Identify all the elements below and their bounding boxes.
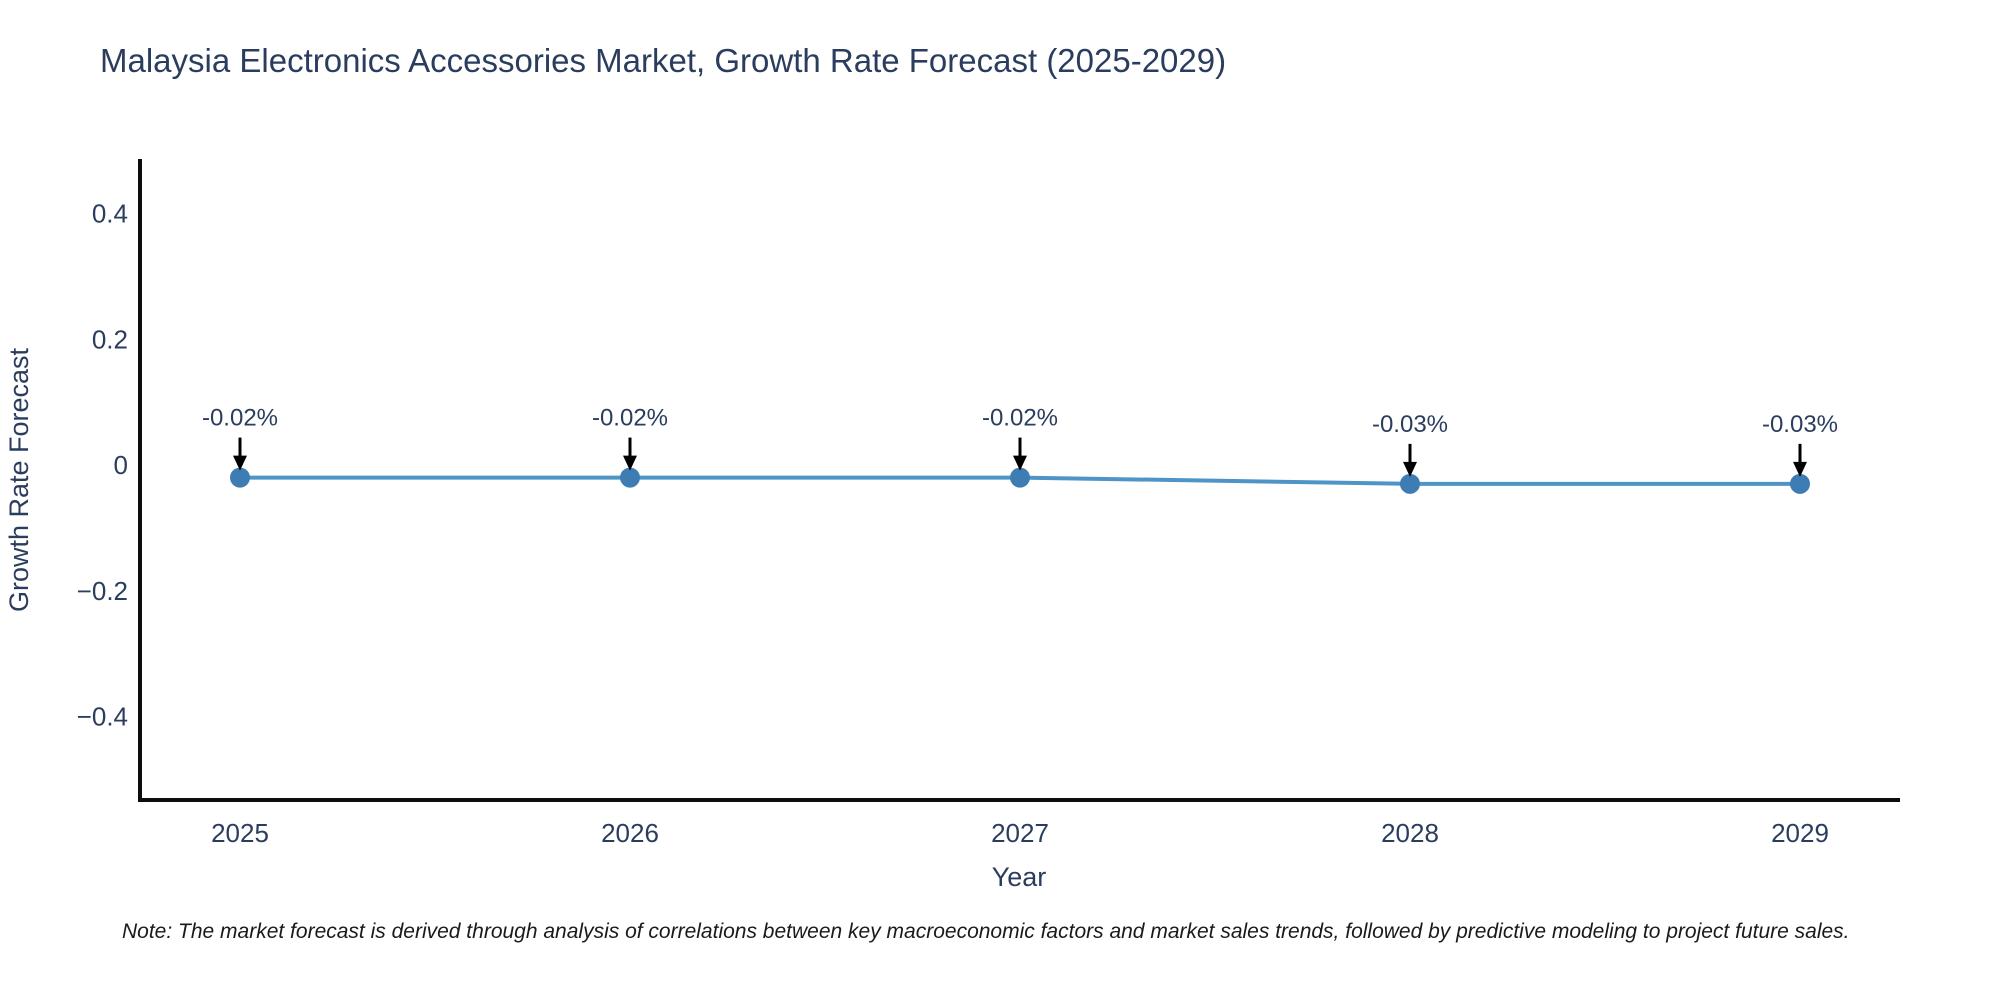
data-point-marker <box>1400 473 1420 494</box>
annotation-arrowhead <box>1013 455 1027 471</box>
y-tick-label: 0 <box>114 450 128 480</box>
y-axis-title: Growth Rate Forecast <box>4 347 34 612</box>
annotation-label: -0.02% <box>592 405 668 432</box>
annotation-arrowhead <box>233 455 247 471</box>
data-point-marker <box>230 467 250 488</box>
y-tick-label: −0.2 <box>77 576 128 606</box>
annotation-label: -0.03% <box>1762 411 1838 438</box>
annotation-arrowhead <box>623 455 637 471</box>
y-tick-label: −0.4 <box>77 702 128 732</box>
annotation-label: -0.02% <box>982 405 1058 432</box>
y-tick-label: 0.2 <box>92 324 128 354</box>
y-tick-label: 0.4 <box>92 199 128 229</box>
data-point-marker <box>1010 467 1030 488</box>
annotation-arrowhead <box>1793 461 1807 477</box>
annotation-label: -0.02% <box>202 405 278 432</box>
footnote-text: Note: The market forecast is derived thr… <box>122 920 1850 943</box>
annotation-arrowhead <box>1403 461 1417 477</box>
x-tick-label: 2029 <box>1771 818 1829 848</box>
y-axis-tick-labels: 0.4 0.2 0 −0.2 −0.4 <box>77 199 128 732</box>
x-tick-label: 2027 <box>991 818 1049 848</box>
chart-title: Malaysia Electronics Accessories Market,… <box>100 42 1227 79</box>
x-tick-label: 2028 <box>1381 818 1439 848</box>
annotation-label: -0.03% <box>1372 411 1448 438</box>
x-tick-label: 2026 <box>601 818 659 848</box>
point-annotations: -0.02% -0.02% -0.02% -0.03% -0.03% <box>202 405 1838 477</box>
x-axis-title: Year <box>992 862 1047 892</box>
x-axis-tick-labels: 2025 2026 2027 2028 2029 <box>211 818 1829 848</box>
forecast-line-series <box>230 467 1810 494</box>
data-point-marker <box>620 467 640 488</box>
data-point-marker <box>1790 473 1810 494</box>
x-tick-label: 2025 <box>211 818 269 848</box>
